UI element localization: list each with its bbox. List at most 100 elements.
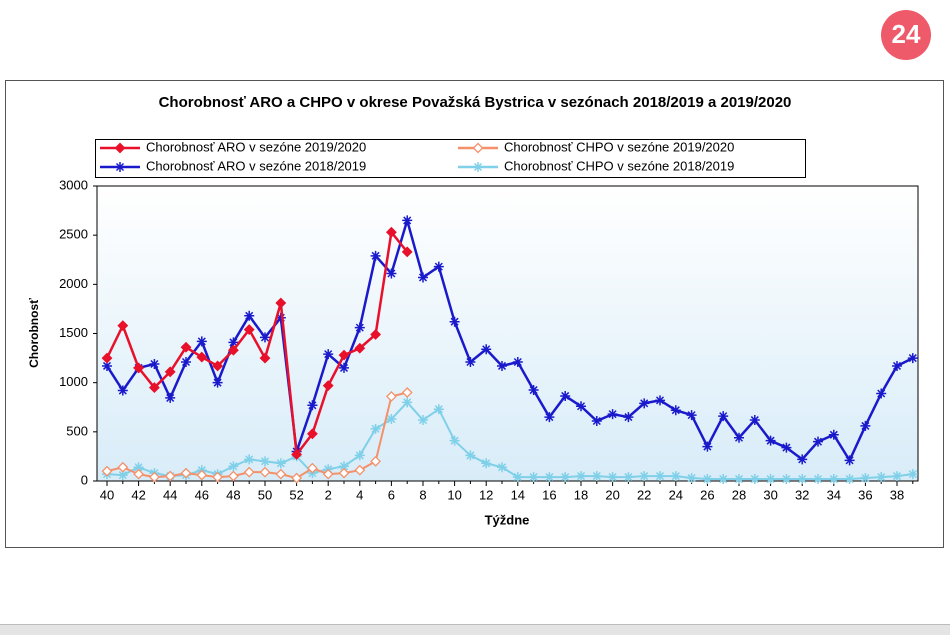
marker	[117, 470, 128, 481]
plot-area	[96, 185, 919, 482]
marker	[512, 472, 523, 483]
legend-label: Chorobnosť ARO v sezóne 2019/2020	[146, 139, 366, 154]
marker	[828, 429, 839, 440]
marker	[243, 324, 255, 335]
marker	[639, 471, 650, 482]
legend-label: Chorobnosť ARO v sezóne 2018/2019	[146, 158, 366, 173]
series-line	[106, 400, 913, 481]
marker	[876, 472, 887, 483]
chart-title: Chorobnosť ARO a CHPO v okrese Považská …	[159, 94, 792, 111]
marker	[797, 454, 808, 465]
marker	[465, 450, 476, 461]
marker	[544, 472, 555, 483]
y-tick-label: 1500	[59, 325, 88, 340]
marker	[607, 472, 618, 483]
marker	[243, 466, 255, 478]
marker	[101, 465, 113, 477]
marker	[307, 400, 318, 411]
marker	[227, 344, 239, 356]
x-tick-label: 8	[419, 487, 426, 502]
marker	[907, 353, 918, 364]
marker	[765, 435, 776, 446]
marker	[623, 412, 634, 423]
x-tick-label: 28	[732, 487, 746, 502]
marker	[385, 391, 397, 402]
marker	[702, 441, 713, 452]
y-tick-label: 2500	[59, 227, 88, 242]
x-tick-label: 20	[605, 487, 619, 502]
marker	[228, 461, 239, 472]
marker	[481, 344, 492, 355]
marker	[164, 470, 176, 482]
marker	[323, 349, 334, 360]
marker	[670, 471, 681, 482]
marker	[370, 250, 381, 261]
marker	[165, 392, 176, 403]
marker	[339, 362, 349, 373]
marker	[465, 357, 476, 368]
x-tick-label: 22	[637, 487, 651, 502]
series-line	[105, 215, 914, 463]
marker	[497, 360, 507, 371]
marker	[907, 469, 918, 480]
marker	[117, 320, 129, 332]
marker	[560, 390, 571, 401]
marker	[259, 466, 271, 478]
marker	[892, 471, 902, 482]
marker	[133, 468, 145, 480]
x-tick-label: 50	[258, 487, 272, 502]
marker	[876, 388, 887, 399]
marker	[607, 409, 618, 420]
marker	[322, 468, 334, 480]
x-tick-label: 4	[356, 487, 363, 502]
marker	[497, 462, 507, 473]
marker	[148, 382, 160, 394]
marker	[196, 336, 207, 347]
x-tick-label: 2	[325, 487, 332, 502]
x-tick-label: 44	[163, 487, 177, 502]
marker	[528, 472, 539, 483]
y-tick-label: 500	[66, 423, 88, 438]
marker	[275, 458, 286, 469]
marker	[338, 467, 350, 479]
marker	[576, 401, 586, 412]
x-axis-label: Týždne	[485, 512, 530, 527]
marker	[114, 142, 126, 154]
marker	[291, 449, 303, 460]
marker	[275, 297, 287, 309]
marker	[386, 268, 397, 279]
marker	[115, 162, 125, 172]
marker	[860, 420, 871, 431]
marker	[472, 142, 484, 154]
marker	[402, 215, 413, 226]
marker	[212, 377, 223, 388]
marker	[164, 366, 176, 378]
marker	[718, 411, 729, 422]
marker	[418, 415, 428, 426]
y-axis-label: Chorobnosť	[27, 298, 41, 368]
marker	[544, 412, 555, 423]
marker	[844, 474, 855, 485]
marker	[418, 272, 428, 283]
marker	[528, 385, 539, 396]
marker	[196, 351, 208, 363]
marker	[354, 322, 365, 333]
marker	[639, 398, 650, 409]
x-tick-label: 40	[100, 487, 114, 502]
marker	[473, 162, 483, 172]
marker	[433, 261, 444, 272]
marker	[370, 329, 382, 340]
marker	[734, 432, 744, 443]
marker	[686, 473, 697, 484]
marker	[133, 362, 145, 374]
marker	[591, 416, 602, 427]
marker	[228, 337, 239, 348]
x-tick-label: 16	[542, 487, 556, 502]
marker	[338, 349, 350, 361]
marker	[102, 360, 112, 371]
x-tick-label: 24	[669, 487, 683, 502]
x-tick-label: 26	[700, 487, 714, 502]
x-tick-label: 14	[511, 487, 525, 502]
marker	[306, 428, 318, 440]
logo-badge	[881, 10, 931, 60]
